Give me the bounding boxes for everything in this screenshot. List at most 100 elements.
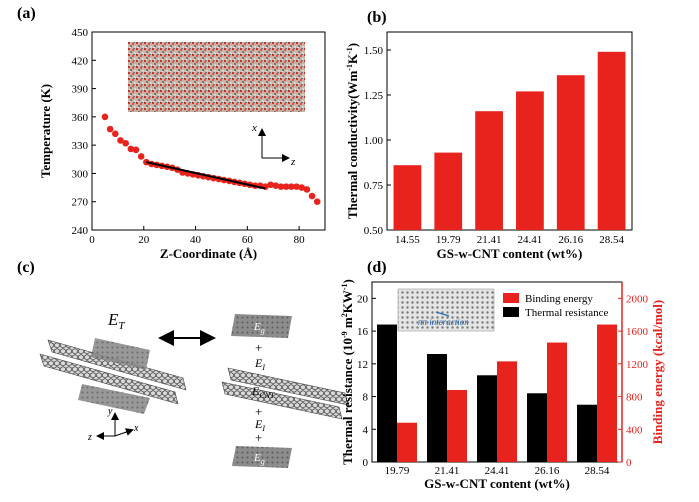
data-point [106, 125, 114, 133]
plus-4: + [255, 430, 262, 445]
y-tick-label: 240 [72, 225, 89, 237]
y-tick-label: 1.25 [364, 90, 384, 102]
data-point [137, 153, 145, 160]
data-point [277, 183, 285, 190]
y-tick-label: 270 [72, 197, 89, 209]
data-point [293, 183, 300, 190]
y-left-tick-label: 8 [363, 392, 369, 404]
bar [597, 51, 626, 230]
bar-binding-energy [447, 390, 467, 462]
bar-binding-energy [547, 342, 567, 462]
y-left-tick-label: 0 [363, 457, 369, 469]
md-snapshot-image [128, 42, 305, 112]
bar-binding-energy [397, 422, 417, 462]
data-point [298, 184, 306, 191]
x-tick-label: 19.79 [385, 465, 410, 477]
y-left-tick-label: 12 [357, 359, 368, 371]
eg-bottom-label: Eg [253, 452, 265, 466]
x-tick-label: 80 [294, 234, 306, 246]
x-tick-label: 21.41 [435, 465, 460, 477]
y-tick-label: 0.75 [364, 180, 384, 192]
plot-frame-b [386, 31, 633, 231]
x-axis-title: Z-Coordinate (Å) [160, 246, 257, 261]
y-tick-label: 330 [72, 140, 89, 152]
y-axis-title: Temperature (K) [38, 84, 53, 178]
data-point [127, 145, 135, 153]
cnt-tube-2 [221, 381, 343, 420]
panel-label-b: (b) [367, 9, 387, 26]
bar [556, 75, 585, 230]
legend-d: Binding energy Thermal resistance [503, 293, 608, 319]
chart-b: 0.50 0.75 1.00 1.25 1.50 14.55 19.79 21.41 24.41… [345, 31, 633, 261]
bar [475, 111, 503, 230]
y-tick-label: 1.50 [364, 45, 384, 57]
x-axis-indicator-label-c: x [133, 423, 139, 434]
y-right-axis-title: Binding energy (kcal/mol) [650, 300, 665, 444]
data-point [288, 183, 295, 190]
data-point [282, 183, 290, 190]
schematic-c: ET Eg + EI + ECNT + EI + Eg y x z [39, 310, 349, 468]
y-tick-label: 360 [72, 112, 89, 124]
x-tick-label: 19.79 [436, 234, 461, 246]
data-point [303, 186, 311, 193]
chart-d: 0 4 8 12 16 20 0 400 800 1200 1600 2000 19.79 21.41 24… [340, 279, 665, 491]
data-point [117, 137, 124, 144]
x-tick-label: 26.16 [558, 234, 583, 246]
data-point [112, 130, 119, 138]
x-axis-indicator-label: x [251, 122, 257, 134]
plus-1: + [255, 340, 262, 355]
bar [434, 152, 463, 230]
graphene-sheet-top [231, 314, 292, 338]
ei-1-label: EI [254, 356, 265, 372]
z-axis-indicator-label: z [290, 156, 296, 168]
x-tick-label: 28.54 [585, 465, 610, 477]
y-tick-label: 420 [72, 55, 89, 67]
inset-image [397, 288, 495, 332]
panel-label-d: (d) [367, 259, 387, 276]
chart-a: 240 270 300 330 360 390 420 450 0 20 40 60 80 Z-Coord… [38, 27, 326, 261]
x-tick-label: 24.41 [485, 465, 510, 477]
inset-pointer [435, 311, 450, 317]
inset-label: ππ interaction [418, 317, 469, 327]
data-point [122, 139, 129, 147]
legend-swatch [503, 307, 519, 317]
data-point [132, 146, 140, 154]
bar [516, 91, 544, 231]
x-tick-label: 40 [190, 234, 202, 246]
bar-thermal-resistance [527, 393, 547, 462]
y-right-tick-label: 400 [626, 424, 643, 436]
graphene-sheet-bottom [232, 446, 292, 468]
y-tick-label: 0.50 [364, 225, 384, 237]
ei-2-label: EI [254, 417, 265, 433]
x-tick-label: 14.55 [395, 234, 420, 246]
axes-indicator-c: y x z [87, 406, 139, 443]
bar [393, 165, 422, 230]
x-tick-label: 28.54 [599, 234, 624, 246]
legend-label: Binding energy [525, 293, 593, 305]
ecnt-label: ECNT [251, 384, 275, 400]
x-axis-title: GS-w-CNT content (wt%) [424, 476, 570, 491]
y-right-tick-label: 2000 [626, 293, 649, 305]
y-axis-title: Thermal conductivity(Wm-1K-1) [345, 43, 360, 219]
y-tick-label: 300 [72, 168, 89, 180]
bar-thermal-resistance [377, 324, 397, 462]
x-tick-label: 60 [242, 234, 254, 246]
panel-label-c: (c) [17, 259, 35, 276]
y-left-tick-label: 20 [357, 293, 369, 305]
y-tick-label: 450 [72, 27, 89, 39]
y-right-tick-label: 1200 [626, 359, 649, 371]
axes-indicator-a: x z [251, 122, 296, 168]
y-left-axis-title: Thermal resistance (10-9 m2KW-1) [340, 279, 355, 465]
y-left-tick-label: 16 [357, 326, 369, 338]
y-right-tick-label: 1600 [626, 326, 649, 338]
x-tick-label: 26.16 [535, 465, 560, 477]
z-axis-indicator-label-c: z [87, 432, 92, 443]
bar-thermal-resistance [577, 404, 597, 462]
assembled-structure [39, 338, 187, 414]
data-point [101, 113, 109, 121]
cnt-tube-1 [227, 367, 349, 406]
bar-thermal-resistance [427, 354, 447, 462]
eg-top-label: Eg [253, 321, 265, 335]
y-tick-label: 1.00 [364, 135, 384, 147]
